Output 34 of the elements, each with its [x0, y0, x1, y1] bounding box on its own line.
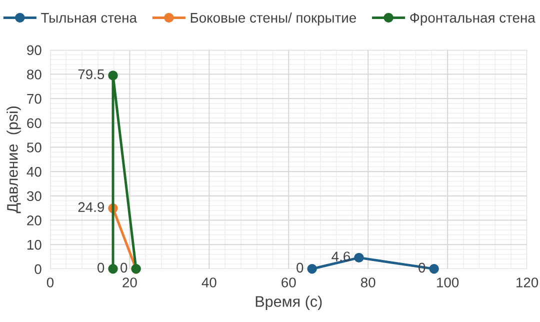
x-tick-label: 100: [437, 278, 459, 288]
legend-label: Тыльная стена: [41, 13, 137, 23]
point: [429, 264, 439, 274]
y-tick-label: 70: [27, 94, 42, 104]
y-tick-label: 30: [26, 191, 42, 202]
y-tick-label: 20: [27, 216, 42, 226]
x-tick-label: 20: [122, 278, 137, 288]
x-tick-label: 0: [46, 278, 54, 288]
data-label: 0: [418, 262, 426, 273]
x-tick-label: 40: [202, 278, 216, 288]
x-tick-label: 80: [360, 278, 376, 288]
y-tick-label: 0: [34, 264, 42, 274]
point: [108, 70, 118, 80]
x-tick-label: 120: [516, 278, 538, 288]
data-label: 79.5: [78, 69, 104, 80]
x-tick-label: 60: [282, 278, 296, 288]
y-tick-label: 10: [28, 240, 42, 250]
data-label: 4.6: [332, 252, 350, 262]
y-tick-label: 90: [27, 45, 42, 56]
y-axis-title: Давление (psi): [6, 106, 21, 214]
data-label: 0: [97, 262, 104, 273]
data-label: 0: [296, 262, 304, 273]
x-axis-title: Время (с): [256, 296, 322, 310]
point: [108, 264, 118, 274]
y-tick-label: 60: [27, 118, 42, 128]
legend-label: Боковые стены/ покрытие: [190, 12, 356, 26]
legend-label: Фронтальная стена: [410, 12, 536, 26]
point: [307, 264, 317, 274]
data-label: 24.9: [78, 202, 104, 212]
y-tick-label: 80: [27, 70, 42, 80]
point: [354, 252, 364, 263]
y-tick-label: 40: [26, 166, 42, 177]
data-label: 0: [120, 262, 128, 273]
y-tick-label: 50: [26, 142, 42, 152]
